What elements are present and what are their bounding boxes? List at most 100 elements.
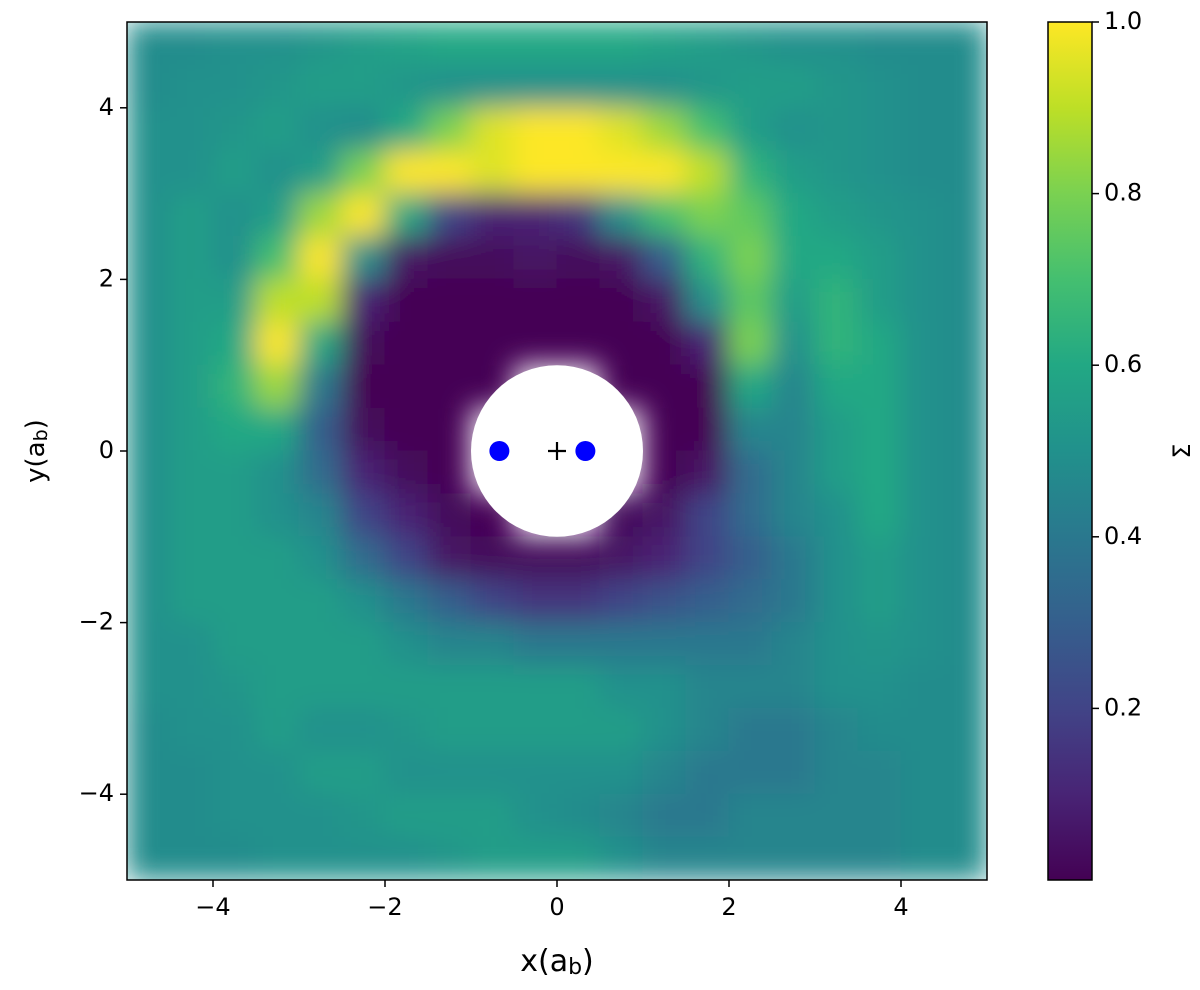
binary-star: [575, 441, 596, 461]
heat-cell: [169, 407, 214, 452]
heat-cell: [814, 107, 859, 152]
heat-cell: [728, 407, 773, 452]
x-tick-label: 4: [893, 893, 908, 921]
heat-cell: [642, 622, 687, 666]
heat-cell: [814, 836, 859, 880]
heat-cell: [771, 707, 816, 752]
heat-cell: [857, 536, 902, 581]
heat-cell: [427, 236, 472, 280]
x-label-end: ): [582, 944, 594, 979]
heat-cell: [685, 278, 730, 323]
colorbar-tick-label: 0.8: [1104, 179, 1142, 207]
heat-cell: [728, 707, 773, 752]
heat-cell: [341, 836, 386, 880]
heat-cell: [771, 150, 816, 195]
heat-cell: [298, 450, 343, 495]
heat-cell: [728, 836, 773, 880]
heat-cell: [556, 193, 601, 237]
x-label-main: x(a: [520, 944, 568, 979]
heat-cell: [728, 536, 773, 581]
colorbar-tick-label: 0.6: [1104, 350, 1142, 378]
heat-cell: [384, 707, 429, 752]
heat-cell: [212, 622, 257, 666]
heat-cell: [943, 64, 987, 109]
heat-cell: [857, 236, 902, 280]
heat-cell: [556, 64, 601, 109]
heat-cell: [127, 665, 171, 709]
heat-cell: [212, 665, 257, 709]
heat-cell: [513, 107, 558, 152]
heat-cell: [255, 64, 300, 109]
heat-cell: [127, 493, 171, 538]
heat-cell: [685, 707, 730, 752]
y-label-sub: b: [30, 429, 52, 441]
heat-cell: [814, 236, 859, 280]
heat-cell: [728, 236, 773, 280]
heat-cell: [169, 22, 214, 66]
heat-cell: [513, 64, 558, 109]
heat-cell: [513, 622, 558, 666]
heat-cell: [814, 750, 859, 795]
y-tick-label: 0: [99, 436, 114, 464]
heat-cell: [900, 364, 945, 409]
heat-cell: [341, 236, 386, 280]
heat-cell: [212, 321, 257, 366]
heat-cell: [728, 579, 773, 624]
heat-cell: [556, 793, 601, 838]
heat-cell: [298, 193, 343, 237]
heat-cell: [599, 836, 644, 880]
heat-cell: [427, 64, 472, 109]
heat-cell: [384, 579, 429, 624]
heat-cell: [298, 622, 343, 666]
heat-cell: [728, 750, 773, 795]
heat-cell: [642, 364, 687, 409]
heat-cell: [169, 793, 214, 838]
heat-cell: [384, 364, 429, 409]
heat-cell: [255, 236, 300, 280]
heat-cell: [556, 278, 601, 323]
heat-cell: [771, 665, 816, 709]
heat-cell: [599, 150, 644, 195]
heat-cell: [814, 278, 859, 323]
heat-cell: [255, 836, 300, 880]
heat-cell: [513, 278, 558, 323]
heat-cell: [943, 107, 987, 152]
heat-cell: [341, 793, 386, 838]
heat-cell: [427, 364, 472, 409]
heat-cell: [900, 665, 945, 709]
heat-cell: [900, 22, 945, 66]
heat-cell: [427, 150, 472, 195]
heat-cell: [298, 278, 343, 323]
heat-cell: [556, 707, 601, 752]
heat-cell: [642, 278, 687, 323]
heat-cell: [255, 278, 300, 323]
heat-cell: [771, 364, 816, 409]
heat-cell: [298, 579, 343, 624]
heat-cell: [169, 150, 214, 195]
heatmap: [127, 22, 987, 880]
heat-cell: [169, 750, 214, 795]
heat-cell: [470, 22, 515, 66]
y-tick-label: 4: [99, 93, 114, 121]
heat-cell: [642, 793, 687, 838]
heat-cell: [341, 750, 386, 795]
heat-cell: [427, 793, 472, 838]
heat-cell: [384, 793, 429, 838]
heat-cell: [771, 64, 816, 109]
heat-cell: [728, 22, 773, 66]
heat-cell: [900, 493, 945, 538]
heat-cell: [556, 536, 601, 581]
heat-cell: [169, 836, 214, 880]
heat-cell: [298, 493, 343, 538]
heat-cell: [255, 364, 300, 409]
heat-cell: [599, 278, 644, 323]
heat-cell: [470, 278, 515, 323]
heat-cell: [127, 707, 171, 752]
heat-cell: [857, 364, 902, 409]
heat-cell: [384, 493, 429, 538]
heat-cell: [599, 193, 644, 237]
x-axis-label: x(ab): [520, 944, 594, 981]
heat-cell: [642, 450, 687, 495]
heat-cell: [900, 236, 945, 280]
heat-cell: [857, 321, 902, 366]
